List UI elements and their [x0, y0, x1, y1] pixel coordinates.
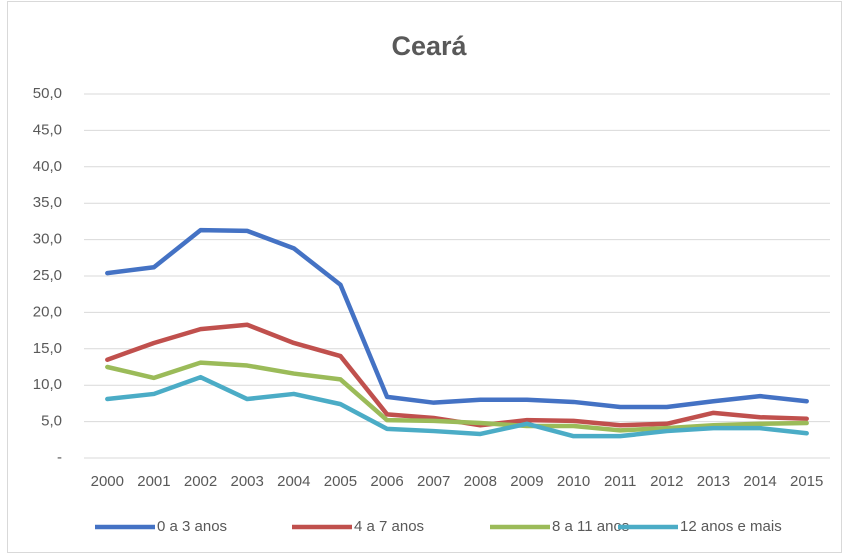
y-tick-label: 20,0 — [33, 303, 62, 320]
x-tick-label: 2000 — [91, 473, 124, 490]
legend-label: 8 a 11 anos — [552, 518, 629, 535]
legend-label: 0 a 3 anos — [157, 518, 227, 535]
x-tick-label: 2011 — [604, 473, 636, 490]
x-tick-label: 2014 — [743, 473, 776, 490]
series-line — [105, 360, 809, 433]
y-tick-label: 45,0 — [33, 121, 62, 138]
x-tick-label: 2006 — [370, 473, 403, 490]
series-line — [105, 374, 809, 439]
x-tick-label: 2002 — [184, 473, 217, 490]
x-tick-label: 2012 — [650, 473, 683, 490]
x-tick-label: 2009 — [510, 473, 543, 490]
chart-title: Ceará — [391, 31, 467, 61]
y-tick-label: - — [57, 449, 62, 466]
x-tick-label: 2015 — [790, 473, 823, 490]
y-tick-label: 40,0 — [33, 158, 62, 175]
y-tick-label: 30,0 — [33, 231, 62, 248]
x-tick-label: 2010 — [557, 473, 590, 490]
x-tick-label: 2001 — [137, 473, 170, 490]
y-tick-label: 50,0 — [33, 85, 62, 102]
y-tick-label: 10,0 — [33, 376, 62, 393]
chart-frame — [7, 1, 842, 553]
x-tick-label: 2003 — [231, 473, 264, 490]
y-tick-label: 35,0 — [33, 194, 62, 211]
y-tick-label: 25,0 — [33, 267, 62, 284]
x-tick-label: 2004 — [277, 473, 310, 490]
legend-label: 4 a 7 anos — [354, 518, 424, 535]
x-tick-label: 2008 — [464, 473, 497, 490]
x-tick-label: 2007 — [417, 473, 450, 490]
y-tick-label: 5,0 — [41, 413, 62, 430]
x-tick-label: 2005 — [324, 473, 357, 490]
x-tick-label: 2013 — [697, 473, 730, 490]
legend-label: 12 anos e mais — [680, 518, 782, 535]
y-tick-label: 15,0 — [33, 340, 62, 357]
series-line — [105, 227, 809, 410]
